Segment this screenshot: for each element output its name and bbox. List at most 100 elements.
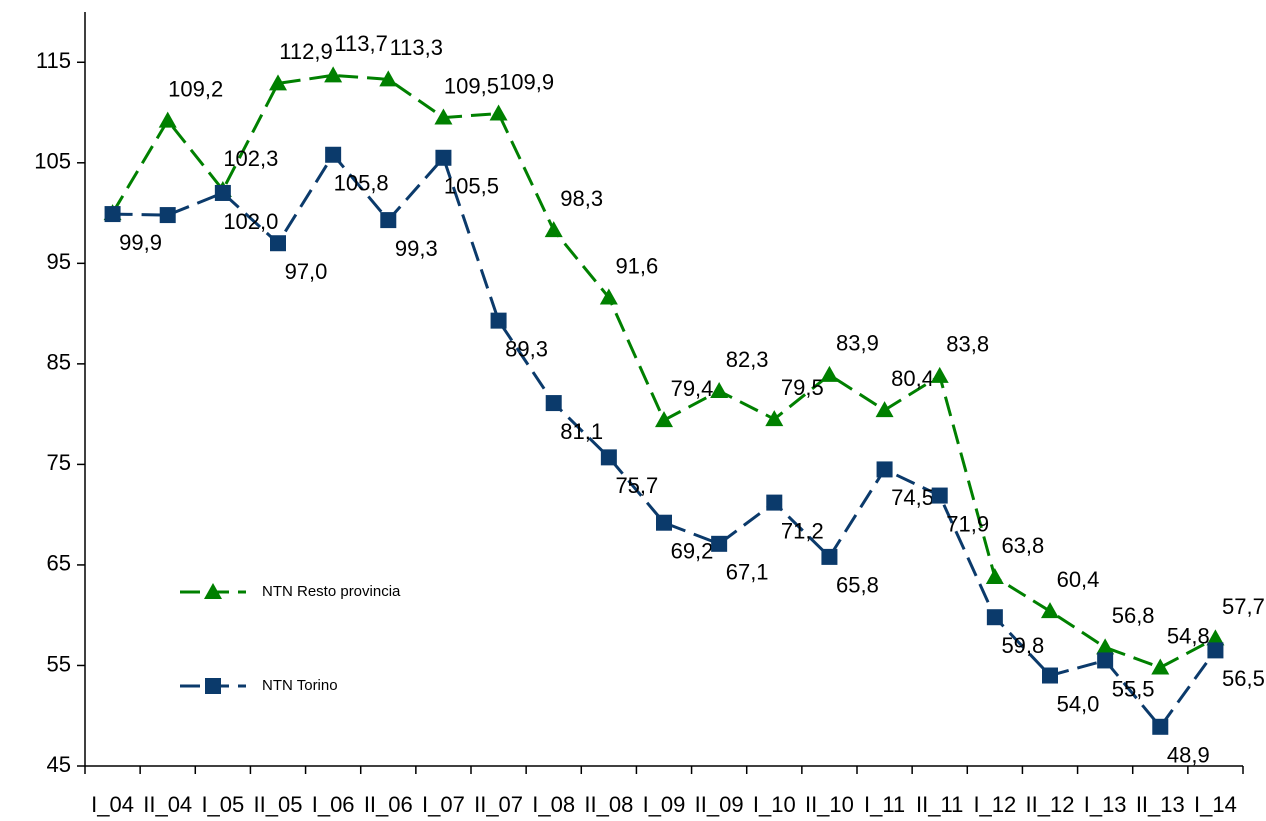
x-tick-label: I_08 xyxy=(532,792,575,817)
data-point xyxy=(600,449,617,466)
data-label: 74,5 xyxy=(891,485,934,510)
x-tick-label: I_05 xyxy=(201,792,244,817)
data-point xyxy=(986,609,1003,626)
series-line xyxy=(112,152,1217,730)
x-tick-label: I_09 xyxy=(643,792,686,817)
data-label: 83,8 xyxy=(946,332,989,357)
data-point xyxy=(489,104,508,121)
data-point xyxy=(875,401,894,418)
data-point xyxy=(930,366,949,383)
data-label: 83,9 xyxy=(836,331,879,356)
data-label: 99,9 xyxy=(119,230,162,255)
data-point xyxy=(380,212,397,229)
x-tick-label: II_06 xyxy=(364,792,413,817)
data-point xyxy=(931,487,948,504)
data-point xyxy=(766,494,783,511)
data-label: 59,8 xyxy=(1001,633,1044,658)
legend-marker xyxy=(204,583,222,599)
data-label: 65,8 xyxy=(836,573,879,598)
data-point xyxy=(104,206,121,223)
x-tick-label: I_14 xyxy=(1194,792,1237,817)
data-label: 98,3 xyxy=(560,186,603,211)
data-point xyxy=(1152,718,1169,735)
x-tick-label: I_12 xyxy=(973,792,1016,817)
x-tick-label: I_07 xyxy=(422,792,465,817)
data-label: 109,2 xyxy=(168,76,223,101)
data-point xyxy=(545,395,562,412)
data-label: 71,9 xyxy=(946,511,989,536)
data-point xyxy=(821,548,838,565)
data-point xyxy=(1097,652,1114,669)
y-tick-label: 55 xyxy=(47,651,71,676)
data-label: 113,7 xyxy=(334,31,387,56)
x-tick-label: II_05 xyxy=(254,792,303,817)
data-label: 89,3 xyxy=(505,336,548,361)
y-tick-label: 65 xyxy=(47,551,71,576)
data-point xyxy=(599,288,618,305)
data-label: 71,2 xyxy=(781,518,824,543)
data-label: 113,3 xyxy=(390,35,443,60)
data-label: 48,9 xyxy=(1167,743,1210,768)
data-point xyxy=(270,235,286,252)
y-tick-label: 95 xyxy=(47,249,71,274)
x-tick-label: I_10 xyxy=(753,792,796,817)
data-label: 109,9 xyxy=(499,69,554,94)
y-tick-label: 85 xyxy=(47,350,71,375)
data-point xyxy=(1041,602,1059,619)
data-label: 67,1 xyxy=(726,560,769,585)
data-label: 109,5 xyxy=(444,73,499,98)
data-point xyxy=(490,312,507,329)
data-point xyxy=(379,70,398,87)
data-point xyxy=(435,149,452,166)
data-point xyxy=(1207,642,1224,659)
data-point xyxy=(1096,638,1115,655)
data-point xyxy=(269,74,287,91)
data-point xyxy=(324,66,343,83)
x-tick-label: II_07 xyxy=(474,792,523,817)
data-point xyxy=(325,146,342,163)
data-label: 102,0 xyxy=(223,209,278,234)
data-label: 79,4 xyxy=(671,376,714,401)
data-point xyxy=(159,207,176,224)
x-tick-label: II_04 xyxy=(143,792,192,817)
data-point xyxy=(655,411,673,428)
y-tick-label: 45 xyxy=(47,752,71,777)
x-tick-label: I_13 xyxy=(1084,792,1127,817)
legend-label: NTN Torino xyxy=(262,677,338,694)
data-label: 60,4 xyxy=(1057,567,1100,592)
data-point xyxy=(1151,658,1170,675)
x-tick-label: I_06 xyxy=(312,792,355,817)
data-label: 56,5 xyxy=(1222,666,1265,691)
x-tick-label: I_04 xyxy=(91,792,134,817)
data-label: 55,5 xyxy=(1112,676,1155,701)
data-point xyxy=(820,365,839,382)
data-label: 91,6 xyxy=(615,253,658,278)
data-label: 105,8 xyxy=(334,171,389,196)
legend-label: NTN Resto provincia xyxy=(262,583,401,600)
data-point xyxy=(711,535,728,552)
y-tick-label: 75 xyxy=(47,450,71,475)
data-label: 102,3 xyxy=(223,146,278,171)
x-tick-label: II_08 xyxy=(584,792,633,817)
data-point xyxy=(158,111,177,128)
data-point xyxy=(710,382,729,399)
data-point xyxy=(876,461,893,478)
data-label: 82,3 xyxy=(726,347,769,372)
data-point xyxy=(544,221,563,238)
data-label: 54,8 xyxy=(1167,623,1210,648)
x-tick-label: II_13 xyxy=(1136,792,1185,817)
data-point xyxy=(656,514,672,531)
data-label: 79,5 xyxy=(781,375,824,400)
data-label: 80,4 xyxy=(891,366,934,391)
data-point xyxy=(985,567,1004,584)
data-label: 112,9 xyxy=(279,39,332,64)
data-label: 99,3 xyxy=(395,236,438,261)
y-tick-label: 105 xyxy=(34,149,71,174)
x-tick-label: II_09 xyxy=(695,792,744,817)
data-label: 57,7 xyxy=(1222,594,1265,619)
legend-marker xyxy=(205,678,221,694)
x-tick-label: II_12 xyxy=(1026,792,1075,817)
data-label: 105,5 xyxy=(444,174,499,199)
data-label: 75,7 xyxy=(615,473,658,498)
